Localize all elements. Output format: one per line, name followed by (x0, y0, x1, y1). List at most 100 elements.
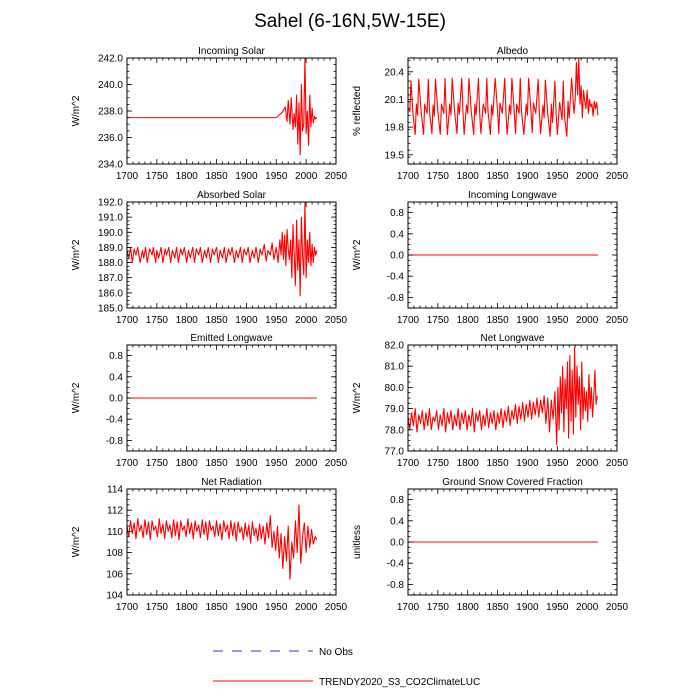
x-tick-label: 1850 (205, 458, 228, 469)
x-tick-label: 1950 (265, 171, 288, 182)
y-tick-label: -0.8 (387, 580, 405, 591)
y-tick-label: 0.8 (390, 208, 404, 219)
x-tick-label: 1950 (265, 458, 288, 469)
x-tick-label: 1700 (116, 458, 139, 469)
figure-title: Sahel (6-16N,5W-15E) (254, 11, 446, 32)
x-tick-label: 2000 (576, 602, 599, 613)
y-tick-label: 20.4 (385, 67, 405, 78)
x-tick-label: 1750 (146, 602, 169, 613)
x-tick-label: 1850 (486, 602, 509, 613)
x-tick-label: 1750 (146, 315, 169, 326)
y-axis-label-emitted-longwave: W/m^2 (71, 382, 82, 413)
x-tick-label: 1800 (457, 315, 480, 326)
x-tick-label: 1800 (457, 171, 480, 182)
plot-frame-net-radiation (126, 488, 337, 596)
x-tick-label: 1900 (516, 602, 539, 613)
y-tick-label: 187.0 (98, 273, 123, 284)
y-tick-label: 192.0 (98, 198, 123, 209)
x-tick-label: 1800 (176, 602, 199, 613)
y-tick-label: 114 (107, 485, 123, 496)
y-tick-label: 186.0 (98, 288, 123, 299)
x-tick-label: 1900 (235, 602, 258, 613)
y-tick-label: 188.0 (98, 258, 123, 269)
x-tick-label: 1950 (265, 315, 288, 326)
x-tick-label: 1900 (235, 315, 258, 326)
x-tick-label: 2000 (576, 171, 599, 182)
series-line-net-longwave (408, 346, 598, 446)
y-tick-label: -0.4 (387, 272, 405, 283)
panel-title-albedo: Albedo (497, 46, 529, 57)
y-tick-label: 0.8 (390, 495, 404, 506)
panel-ground-snow-covered-fraction: Ground Snow Covered Fraction unitless 1700… (352, 477, 629, 613)
series-line-net-radiation (127, 504, 318, 580)
panel-title-net-radiation: Net Radiation (201, 477, 262, 488)
x-tick-label: 2000 (295, 171, 318, 182)
x-tick-label: 2050 (606, 315, 629, 326)
x-tick-label: 1700 (397, 602, 420, 613)
y-tick-label: 0.4 (109, 372, 123, 383)
legend: No Obs TRENDY2020_S3_CO2ClimateLUC (213, 647, 480, 688)
series-line-absorbed-solar (127, 202, 318, 297)
y-tick-label: -0.8 (387, 293, 405, 304)
x-tick-label: 1950 (546, 602, 569, 613)
y-axis-label-net-radiation: W/m^2 (71, 526, 82, 557)
x-tick-label: 1950 (546, 458, 569, 469)
y-tick-label: 0.8 (109, 351, 123, 362)
x-tick-label: 2050 (606, 171, 629, 182)
y-tick-label: -0.4 (106, 415, 124, 426)
panel-net-longwave: Net Longwave W/m^2 1700 1750 1800 1850 1900 195… (352, 333, 629, 469)
panels: Incoming Solar W/m^2 1700 1750 1800 1850 1900 1… (71, 46, 629, 613)
x-tick-label: 1850 (205, 602, 228, 613)
x-tick-label: 1800 (457, 602, 480, 613)
x-tick-label: 1850 (486, 315, 509, 326)
x-tick-label: 1700 (397, 315, 420, 326)
y-tick-label: 82.0 (385, 341, 405, 352)
x-tick-label: 2000 (295, 602, 318, 613)
panel-albedo: Albedo % reflected 1700 1750 1800 1850 1900 195… (352, 46, 629, 182)
y-tick-label: 234.0 (98, 160, 123, 171)
panel-incoming-longwave: Incoming Longwave W/m^2 1700 1750 1800 1850 19… (352, 190, 629, 326)
y-tick-label: -0.8 (106, 436, 124, 447)
panel-incoming-solar: Incoming Solar W/m^2 1700 1750 1800 1850 1900 1… (71, 46, 348, 182)
x-tick-label: 1700 (116, 171, 139, 182)
x-tick-label: 1700 (116, 602, 139, 613)
y-tick-label: 0.4 (390, 516, 404, 527)
x-tick-label: 2050 (325, 602, 348, 613)
y-tick-label: 81.0 (385, 362, 405, 373)
x-tick-label: 1900 (235, 171, 258, 182)
x-tick-label: 1750 (427, 602, 450, 613)
x-tick-label: 1800 (176, 171, 199, 182)
y-tick-label: 185.0 (98, 304, 123, 315)
x-tick-label: 2050 (325, 458, 348, 469)
y-tick-label: 19.8 (385, 123, 405, 134)
x-tick-label: 1750 (146, 458, 169, 469)
y-tick-label: 19.5 (385, 150, 405, 161)
y-tick-label: 108 (106, 548, 123, 559)
x-tick-label: 1900 (516, 458, 539, 469)
y-tick-label: 189.0 (98, 243, 123, 254)
x-tick-label: 2000 (576, 458, 599, 469)
x-tick-label: 2000 (295, 458, 318, 469)
x-tick-label: 1900 (516, 315, 539, 326)
x-tick-label: 1750 (427, 315, 450, 326)
legend-label-no-obs: No Obs (319, 647, 353, 658)
y-tick-label: 79.0 (385, 404, 405, 415)
x-tick-label: 1800 (176, 458, 199, 469)
plot-frame-albedo (407, 57, 618, 165)
x-tick-label: 1850 (205, 171, 228, 182)
panel-title-net-longwave: Net Longwave (481, 333, 545, 344)
x-tick-label: 2050 (606, 458, 629, 469)
y-tick-label: 0.0 (390, 538, 404, 549)
panel-title-absorbed-solar: Absorbed Solar (197, 190, 267, 201)
x-tick-label: 1750 (427, 171, 450, 182)
y-tick-label: 80.0 (385, 383, 405, 394)
y-tick-label: 242.0 (98, 54, 123, 65)
y-tick-label: 190.0 (98, 228, 123, 239)
x-tick-label: 1950 (546, 315, 569, 326)
x-tick-label: 1950 (265, 602, 288, 613)
panel-title-incoming-longwave: Incoming Longwave (468, 190, 557, 201)
y-tick-label: 20.1 (385, 95, 405, 106)
x-tick-label: 1800 (176, 315, 199, 326)
x-tick-label: 1700 (116, 315, 139, 326)
